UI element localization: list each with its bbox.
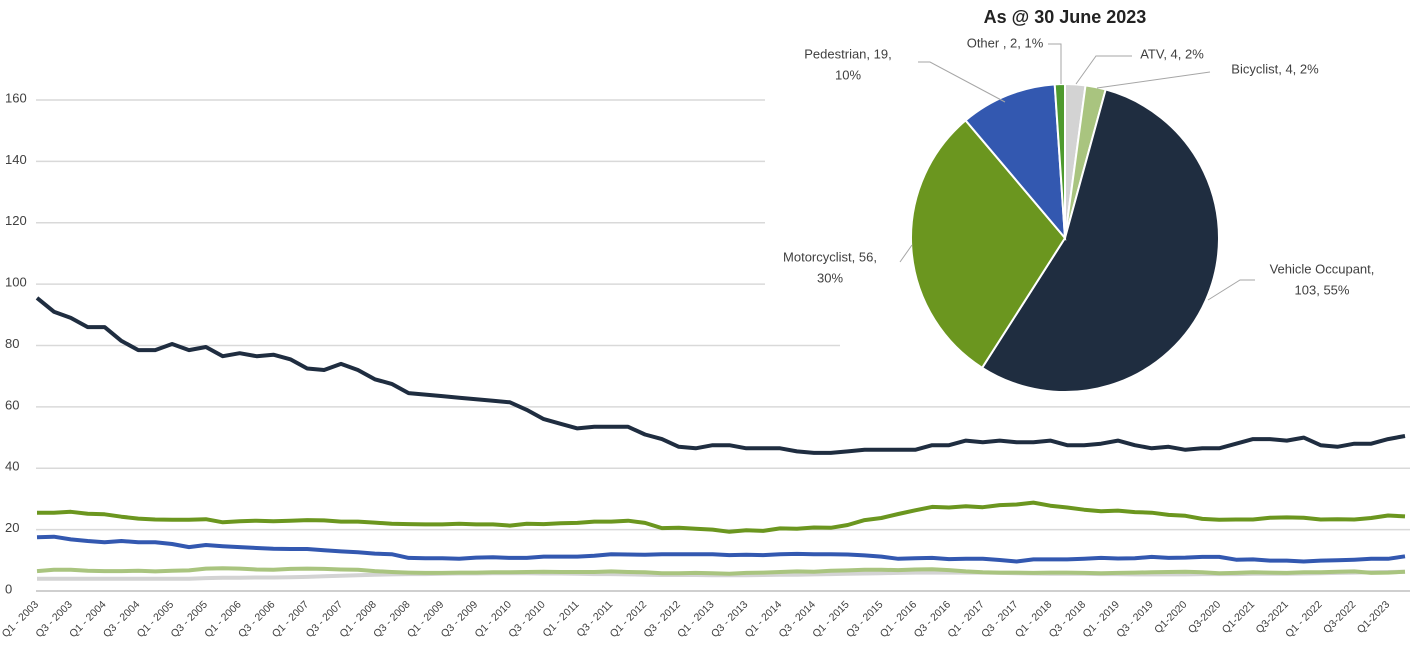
leader-line (899, 244, 913, 263)
pie-label: 10% (835, 67, 861, 82)
leader-line (1207, 279, 1255, 301)
pie-label: Pedestrian, 19, (804, 46, 891, 61)
y-tick-label: 160 (5, 90, 27, 105)
x-tick-label: Q1-2020 (1152, 598, 1189, 635)
pie-label: 30% (817, 270, 843, 285)
leader-line (1075, 55, 1132, 85)
pie-label: Vehicle Occupant, (1270, 261, 1375, 276)
x-tick-label: Q1-2023 (1355, 598, 1392, 635)
pie-title: As @ 30 June 2023 (984, 7, 1147, 27)
pie-slice (980, 88, 1220, 393)
y-tick-label: 120 (5, 213, 27, 228)
leader-line (1048, 43, 1062, 84)
pie-label: Bicyclist, 4, 2% (1231, 61, 1319, 76)
line-series (36, 566, 1406, 576)
y-tick-label: 40 (5, 459, 19, 474)
x-tick-label: Q3 - 2010 (506, 598, 548, 640)
leader-line (918, 61, 1006, 103)
pie-label: Other , 2, 1% (967, 35, 1044, 50)
pie-label: 103, 55% (1295, 282, 1350, 297)
y-tick-label: 20 (5, 520, 19, 535)
y-tick-label: 100 (5, 275, 27, 290)
x-tick-label: Q1-2021 (1220, 598, 1257, 635)
x-tick-label: Q3-2020 (1186, 598, 1223, 635)
pie-slice (1053, 82, 1066, 239)
pie-slice (964, 83, 1067, 241)
x-tick-label: Q1 - 2022 (1283, 598, 1325, 640)
y-tick-label: 140 (5, 152, 27, 167)
line-series (37, 500, 1406, 534)
line-series (36, 534, 1406, 564)
pie-label: Motorcyclist, 56, (783, 249, 877, 264)
leader-line (1096, 71, 1211, 89)
pie-label: ATV, 4, 2% (1140, 46, 1204, 61)
x-tick-label: Q3-2022 (1321, 598, 1358, 635)
x-tick-label: Q3 - 2019 (1114, 598, 1156, 640)
y-tick-label: 0 (5, 581, 12, 596)
line-series (35, 296, 1406, 455)
pie-slice (910, 118, 1067, 370)
y-tick-label: 80 (5, 336, 19, 351)
y-tick-label: 60 (5, 397, 19, 412)
